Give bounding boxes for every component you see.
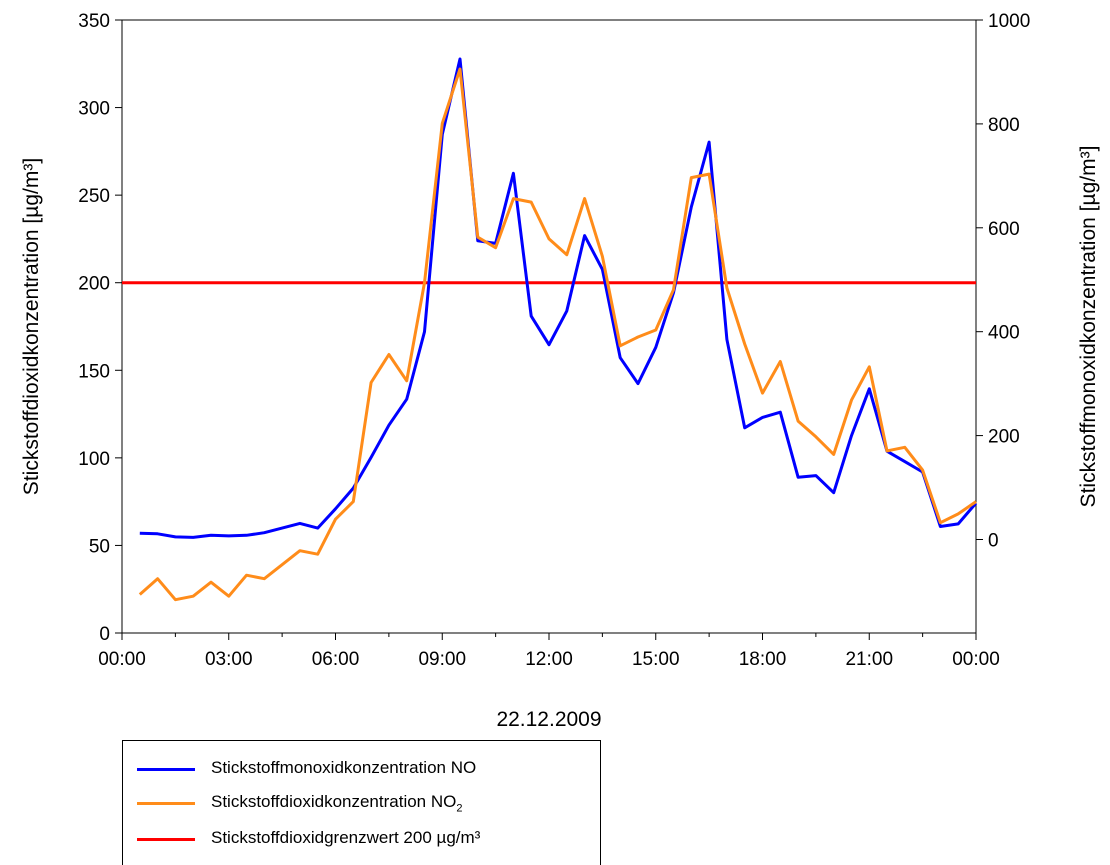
y-axis-right-label: Stickstoffmonoxidkonzentration [µg/m³] [1077,146,1100,508]
x-tick-label: 18:00 [739,649,787,670]
y-right-tick-label: 0 [988,530,999,551]
legend-label-no2: Stickstoffdioxidkonzentration NO2 [211,792,463,815]
y-left-tick-label: 300 [78,99,110,120]
y-axis-left-label: Stickstoffdioxidkonzentration [µg/m³] [20,158,43,495]
x-tick-label: 03:00 [205,649,253,670]
legend-swatch-no [137,768,195,771]
chart-svg: 0 50 100 150 200 250 300 350 0 200 400 600 800 1000 00… [20,11,1100,731]
legend-swatch-no2 [137,802,195,805]
y-left-tick-label: 150 [78,361,110,382]
x-axis-label: 22.12.2009 [496,708,601,731]
x-tick-label: 21:00 [845,649,893,670]
legend: Stickstoffmonoxidkonzentration NO Sticks… [122,740,601,865]
y-left-tick-label: 0 [99,624,110,645]
plot-area [121,19,977,634]
y-right-tick-label: 400 [988,323,1020,344]
y-left-tick-label: 350 [78,11,110,32]
x-tick-label: 00:00 [952,649,1000,670]
legend-label-no: Stickstoffmonoxidkonzentration NO [211,758,477,777]
x-tick-label: 15:00 [632,649,680,670]
y-left-tick-label: 250 [78,186,110,207]
y-left-tick-label: 50 [89,536,110,557]
y-left-tick-label: 200 [78,274,110,295]
legend-swatch-limit [137,838,195,841]
x-tick-label: 12:00 [525,649,573,670]
x-tick-label: 09:00 [418,649,466,670]
x-tick-label: 06:00 [312,649,360,670]
x-tick-label: 00:00 [98,649,146,670]
legend-item-no: Stickstoffmonoxidkonzentration NO [123,755,600,785]
legend-label-limit: Stickstoffdioxidgrenzwert 200 µg/m³ [211,828,481,847]
y-right-tick-label: 600 [988,219,1020,240]
y-right-tick-label: 200 [988,427,1020,448]
y-right-tick-label: 800 [988,115,1020,136]
legend-item-no2: Stickstoffdioxidkonzentration NO2 [123,789,600,819]
series-line-no2 [138,67,977,602]
y-right-tick-label: 1000 [988,11,1030,32]
legend-item-limit: Stickstoffdioxidgrenzwert 200 µg/m³ [123,825,600,855]
series-line-no [139,57,978,539]
y-left-tick-label: 100 [78,449,110,470]
